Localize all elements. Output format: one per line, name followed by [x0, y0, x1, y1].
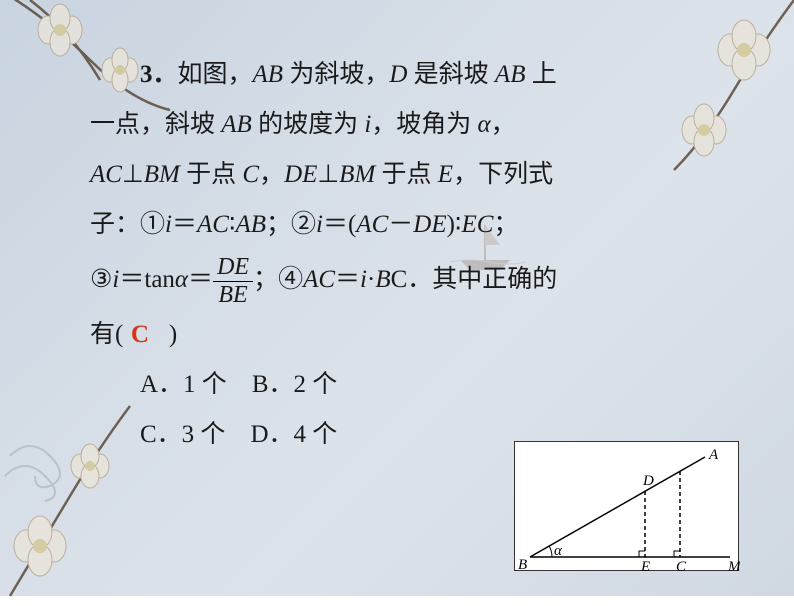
- answer-letter: C: [131, 321, 149, 348]
- option-a: A．1 个: [140, 371, 227, 398]
- svg-text:M: M: [727, 559, 740, 572]
- svg-text:A: A: [708, 447, 719, 463]
- svg-text:B: B: [518, 557, 527, 572]
- question-line-5: ③i＝tanα＝DEBE；④AC＝i·BC．其中正确的: [90, 250, 744, 310]
- svg-text:E: E: [640, 559, 650, 572]
- option-d: D．4 个: [250, 421, 337, 448]
- option-b: B．2 个: [252, 371, 337, 398]
- question-line-4: 子：①i＝AC∶AB；②i＝(AC－DE)∶EC；: [90, 200, 744, 250]
- svg-text:D: D: [642, 473, 654, 489]
- geometry-diagram: A B E C M Dα: [514, 441, 739, 571]
- question-line-2: 一点，斜坡 AB 的坡度为 i，坡角为 α，: [90, 100, 744, 150]
- svg-text:α: α: [554, 543, 563, 559]
- fraction: DEBE: [213, 254, 253, 308]
- question-line-1: 3．如图，AB 为斜坡，D 是斜坡 AB 上: [90, 50, 744, 100]
- option-c: C．3 个: [140, 421, 225, 448]
- options-row-1: A．1 个 B．2 个: [90, 360, 744, 410]
- question-line-3: AC⊥BM 于点 C，DE⊥BM 于点 E，下列式: [90, 150, 744, 200]
- swirl-decoration: [0, 406, 100, 506]
- svg-text:C: C: [676, 559, 687, 572]
- question-number: 3．: [140, 61, 178, 88]
- question-line-6: 有(C): [90, 310, 744, 360]
